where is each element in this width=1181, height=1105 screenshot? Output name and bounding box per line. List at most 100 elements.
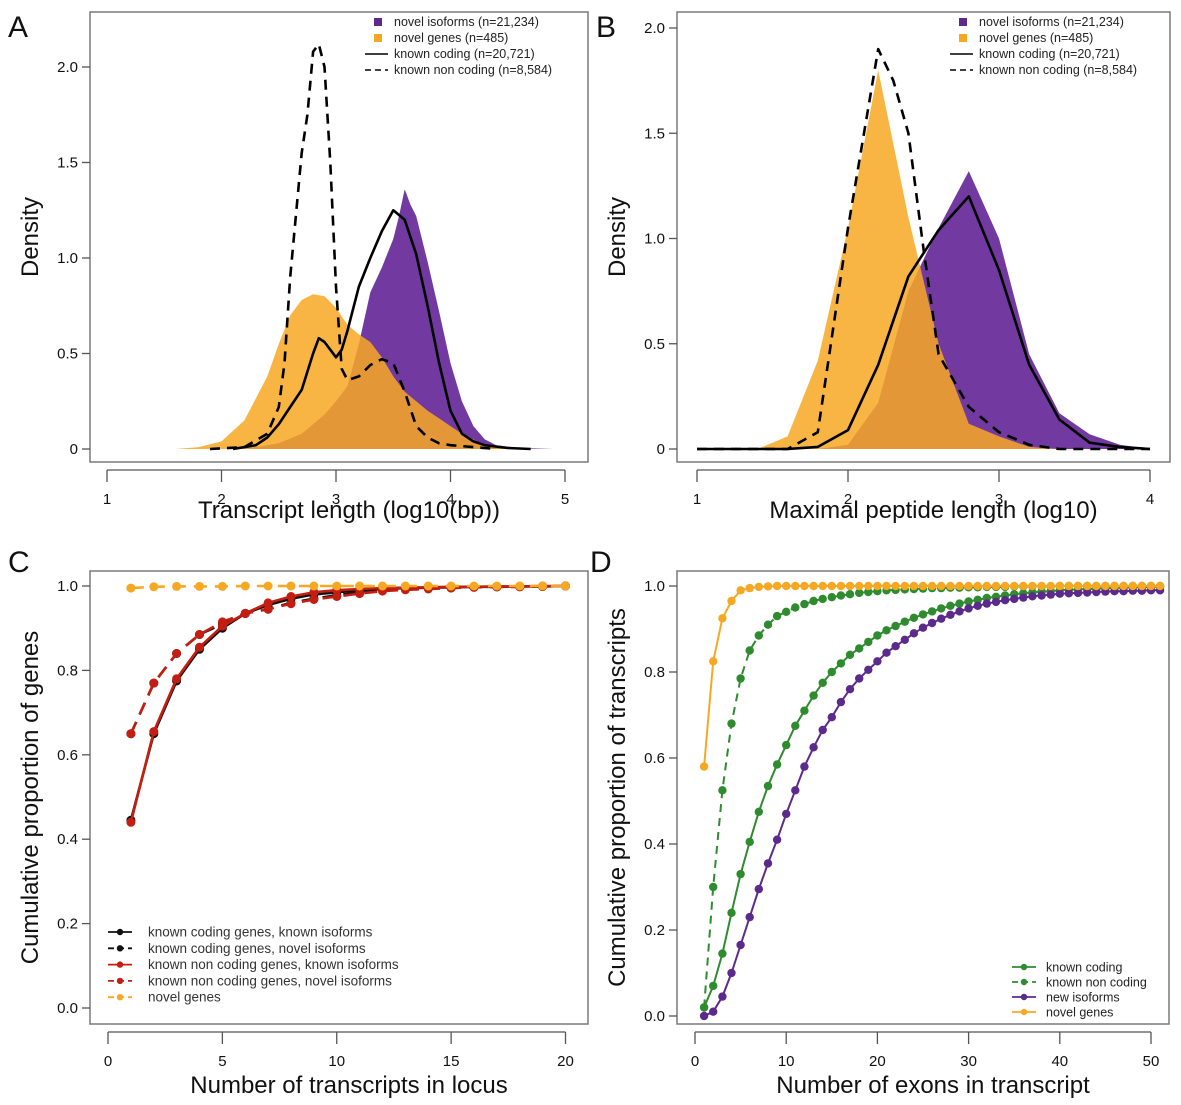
y-tick-label: 1.0 [644,578,665,595]
legend-label: known non coding genes, known isoforms [148,957,399,972]
y-tick-label: 0.2 [57,916,78,933]
data-point [172,581,182,591]
data-point [400,581,410,591]
data-point [561,581,570,591]
legend-swatch [374,34,382,42]
data-point [745,583,754,593]
data-point [736,674,745,683]
data-point [791,581,800,591]
data-point [818,678,827,687]
data-point [855,581,864,591]
data-point [754,807,763,816]
data-point [126,817,136,827]
data-point [126,729,136,739]
y-tick-label: 0.5 [57,346,78,363]
data-point [772,611,782,621]
data-point [918,623,928,632]
data-point [423,581,433,591]
data-point [1101,581,1110,591]
y-axis-title: Cumulative proportion of transcripts [604,608,631,987]
panel-letter: B [596,11,616,44]
data-point [1119,581,1128,591]
data-point [763,620,773,629]
data-point [727,968,736,978]
data-point [718,614,727,623]
data-point [754,582,763,592]
plot-frame [89,570,589,1025]
data-point [286,581,296,591]
y-tick-label: 0.4 [644,836,665,853]
y-tick-label: 2.0 [644,20,665,37]
legend-label: known coding (n=20,721) [394,47,535,61]
data-point [855,644,864,653]
density-area-novel-isoforms [221,189,554,449]
data-point [736,940,745,950]
data-point [836,659,846,668]
data-point [745,912,754,922]
legend-label: known non coding genes, novel isoforms [148,973,392,988]
data-point [882,648,891,657]
panel-d: D 0.0 0.2 0.4 0.6 0.8 1.0 0 10 20 30 40 50 Number of … [590,546,1170,1099]
data-point [836,697,846,707]
data-point [1055,589,1065,598]
data-point [1073,581,1083,591]
legend-label: known non coding (n=8,584) [394,63,552,77]
series-line-new-isoforms [703,589,1161,1017]
data-point [918,610,928,619]
x-tick-label: 10 [328,1053,345,1070]
data-point [1037,591,1046,600]
plot-frame [89,11,589,463]
plot-frame [676,570,1170,1025]
legend-swatch [959,18,967,26]
data-point [845,685,855,694]
data-point [937,614,946,623]
series-line-known-coding [703,585,1161,1008]
data-point [195,630,204,639]
legend-marker [116,961,124,968]
data-point [515,581,525,591]
data-point [763,781,773,791]
data-point [263,604,273,614]
y-tick-label: 0.0 [644,1008,665,1025]
data-point [736,586,745,595]
data-point [263,598,273,608]
data-point [736,869,745,879]
panel-b: B 0 0.5 1.0 1.5 2.0 1 2 3 4 Maximal peptide length… [596,11,1171,524]
data-point [195,642,204,652]
data-point [1073,588,1083,598]
data-point [763,859,773,868]
data-point [973,581,982,591]
y-tick-label: 0.4 [57,831,78,848]
data-point [126,583,136,593]
data-point [873,657,882,666]
data-point [827,581,836,591]
y-tick-label: 0 [70,441,78,458]
data-point [855,674,864,683]
legend-marker [1020,993,1028,1001]
data-point [782,581,791,591]
data-point [836,591,846,600]
data-point [492,581,502,591]
data-point [1064,589,1074,598]
data-point [809,691,818,700]
data-point [964,597,973,606]
data-point [955,599,964,608]
data-point [891,621,900,631]
legend-label: known non coding (n=8,584) [979,63,1137,77]
data-point [909,613,919,622]
data-point [709,981,718,991]
data-point [782,809,791,819]
x-axis-title: Number of exons in transcript [776,1072,1090,1099]
data-point [800,599,809,609]
data-point [809,596,818,606]
legend-marker [1020,978,1028,986]
data-point [873,631,882,640]
data-point [1019,593,1028,602]
y-tick-label: 0 [657,441,665,458]
data-point [469,581,479,591]
data-point [1046,581,1055,591]
data-point [772,760,782,769]
data-point [937,604,946,613]
